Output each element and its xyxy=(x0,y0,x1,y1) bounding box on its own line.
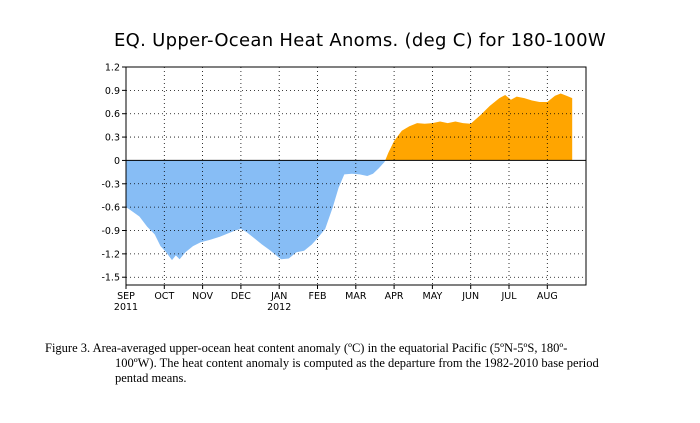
y-tick-label: -0.3 xyxy=(101,179,120,190)
y-tick-label: -1.2 xyxy=(101,249,120,260)
x-tick-label: SEP xyxy=(117,291,135,302)
y-tick-label: -0.6 xyxy=(101,203,120,214)
x-tick-year-label: 2012 xyxy=(267,302,291,313)
grid-layer xyxy=(126,67,586,285)
chart-title: EQ. Upper-Ocean Heat Anoms. (deg C) for … xyxy=(114,30,606,51)
caption-line-3: pentad means. xyxy=(115,371,187,385)
x-tick-label: OCT xyxy=(154,291,174,302)
y-tick-label: -1.5 xyxy=(101,273,120,284)
x-tick-label: JUN xyxy=(461,291,479,302)
x-tick-label: FEB xyxy=(309,291,327,302)
area-layer xyxy=(126,93,573,261)
x-tick-label: AUG xyxy=(537,291,558,302)
heat-anomaly-chart: 1.2 0.9 0.6 0.3 0 -0.3 -0.6 -0.9 -1.2 -1.5 SEP2011… xyxy=(101,63,587,313)
y-tick-label: 0.3 xyxy=(105,133,120,144)
x-tick-year-label: 2011 xyxy=(114,302,138,313)
y-tick-label: 1.2 xyxy=(105,63,120,74)
caption-line-1: Figure 3. Area-averaged upper-ocean heat… xyxy=(45,341,568,355)
x-tick-label: JUL xyxy=(500,291,517,302)
figure-caption: Figure 3. Area-averaged upper-ocean heat… xyxy=(45,341,670,386)
negative-anomaly-area xyxy=(126,160,573,261)
x-tick-label: MAY xyxy=(423,291,443,302)
x-tick-label: APR xyxy=(385,291,404,302)
x-tick-label: NOV xyxy=(192,291,213,302)
y-tick-label: 0.9 xyxy=(105,86,120,97)
x-tick-label: JAN xyxy=(270,291,287,302)
positive-anomaly-area xyxy=(126,93,573,161)
caption-line-2: 100ºW). The heat content anomaly is comp… xyxy=(115,356,599,370)
axis-layer: 1.2 0.9 0.6 0.3 0 -0.3 -0.6 -0.9 -1.2 -1.5 SEP2011… xyxy=(101,63,587,313)
y-tick-label: 0 xyxy=(114,156,120,167)
y-tick-label: -0.9 xyxy=(101,226,120,237)
y-tick-label: 0.6 xyxy=(105,109,120,120)
x-tick-label: MAR xyxy=(345,291,367,302)
x-tick-label: DEC xyxy=(231,291,251,302)
